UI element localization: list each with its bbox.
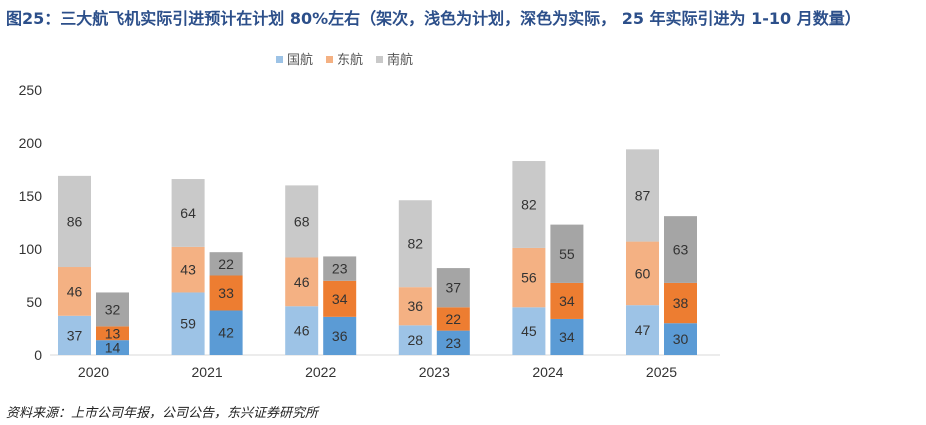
bar-plan-2020 xyxy=(58,267,91,316)
x-tick-label: 2024 xyxy=(532,364,563,380)
data-label: 32 xyxy=(105,301,121,317)
data-label: 63 xyxy=(673,242,689,258)
y-tick-label: 0 xyxy=(34,347,42,363)
bar-actual-2021 xyxy=(209,310,243,355)
legend-swatch xyxy=(276,56,283,63)
data-label: 82 xyxy=(521,196,537,212)
data-label: 82 xyxy=(408,236,424,252)
data-label: 14 xyxy=(105,340,121,356)
legend-label: 南航 xyxy=(387,52,413,68)
legend-label: 东航 xyxy=(337,52,363,68)
bar-plan-2022 xyxy=(285,306,319,355)
bar-actual-2022 xyxy=(323,280,357,317)
bar-actual-2024 xyxy=(550,282,584,319)
data-label: 34 xyxy=(332,291,348,307)
data-label: 36 xyxy=(332,328,348,344)
x-tick-label: 2020 xyxy=(78,364,109,380)
data-label: 46 xyxy=(294,274,310,290)
bar-actual-2020 xyxy=(96,292,129,327)
data-label: 55 xyxy=(559,246,575,262)
data-label: 34 xyxy=(559,329,575,345)
x-tick-label: 2022 xyxy=(305,364,336,380)
bar-actual-2020 xyxy=(96,326,129,341)
data-label: 28 xyxy=(408,332,424,348)
data-label: 86 xyxy=(67,213,83,229)
data-label: 37 xyxy=(446,280,462,296)
y-tick-label: 50 xyxy=(26,294,42,310)
data-label: 36 xyxy=(408,298,424,314)
bar-actual-2025 xyxy=(664,216,697,283)
bar-actual-2021 xyxy=(209,275,243,311)
bar-plan-2021 xyxy=(171,179,205,247)
data-label: 43 xyxy=(180,262,196,278)
legend-swatch xyxy=(376,56,383,63)
bar-actual-2024 xyxy=(550,224,584,283)
bar-actual-2024 xyxy=(550,318,584,355)
data-label: 38 xyxy=(673,295,689,311)
bar-plan-2024 xyxy=(512,307,546,355)
data-label: 64 xyxy=(180,205,196,221)
data-label: 37 xyxy=(67,327,83,343)
bar-plan-2025 xyxy=(626,149,659,242)
data-label: 34 xyxy=(559,293,575,309)
data-label: 56 xyxy=(521,270,537,286)
data-label: 46 xyxy=(294,323,310,339)
x-tick-label: 2021 xyxy=(192,364,223,380)
data-label: 22 xyxy=(446,311,462,327)
bar-plan-2025 xyxy=(626,305,659,355)
data-label: 87 xyxy=(635,187,651,203)
bar-plan-2022 xyxy=(285,257,319,307)
bar-plan-2021 xyxy=(171,246,205,293)
bar-actual-2021 xyxy=(209,252,243,276)
source-note: 资料来源：上市公司年报，公司公告，东兴证券研究所 xyxy=(6,406,319,421)
bar-plan-2023 xyxy=(398,325,432,355)
data-label: 23 xyxy=(332,261,348,277)
y-tick-label: 250 xyxy=(19,82,43,98)
data-label: 33 xyxy=(218,285,234,301)
data-label: 68 xyxy=(294,213,310,229)
bar-actual-2023 xyxy=(436,307,470,331)
bar-actual-2025 xyxy=(664,323,697,355)
data-label: 60 xyxy=(635,265,651,281)
bar-plan-2024 xyxy=(512,161,546,248)
bar-plan-2021 xyxy=(171,292,205,355)
data-label: 47 xyxy=(635,322,651,338)
data-label: 46 xyxy=(67,283,83,299)
data-label: 30 xyxy=(673,331,689,347)
legend-swatch xyxy=(326,56,333,63)
bar-plan-2025 xyxy=(626,241,659,306)
data-label: 13 xyxy=(105,325,121,341)
data-label: 42 xyxy=(218,325,234,341)
bar-actual-2023 xyxy=(436,268,470,308)
bar-plan-2023 xyxy=(398,200,432,288)
bar-actual-2023 xyxy=(436,330,470,355)
bar-plan-2020 xyxy=(58,175,91,268)
bar-plan-2022 xyxy=(285,185,319,258)
y-tick-label: 200 xyxy=(19,135,43,151)
y-tick-label: 150 xyxy=(19,188,43,204)
x-tick-label: 2023 xyxy=(419,364,450,380)
y-tick-label: 100 xyxy=(19,241,43,257)
bar-plan-2020 xyxy=(58,315,91,355)
x-tick-label: 2025 xyxy=(646,364,677,380)
bar-plan-2023 xyxy=(398,287,432,326)
data-label: 22 xyxy=(218,256,234,272)
bar-actual-2022 xyxy=(323,256,357,281)
bar-plan-2024 xyxy=(512,247,546,308)
bar-actual-2022 xyxy=(323,316,357,355)
data-label: 59 xyxy=(180,316,196,332)
legend-label: 国航 xyxy=(287,52,313,68)
data-label: 23 xyxy=(446,335,462,351)
bar-actual-2025 xyxy=(664,282,697,324)
data-label: 45 xyxy=(521,323,537,339)
bar-actual-2020 xyxy=(96,340,129,355)
chart-title: 图25：三大航飞机实际引进预计在计划 80%左右（架次，浅色为计划，深色为实际，… xyxy=(6,9,861,28)
